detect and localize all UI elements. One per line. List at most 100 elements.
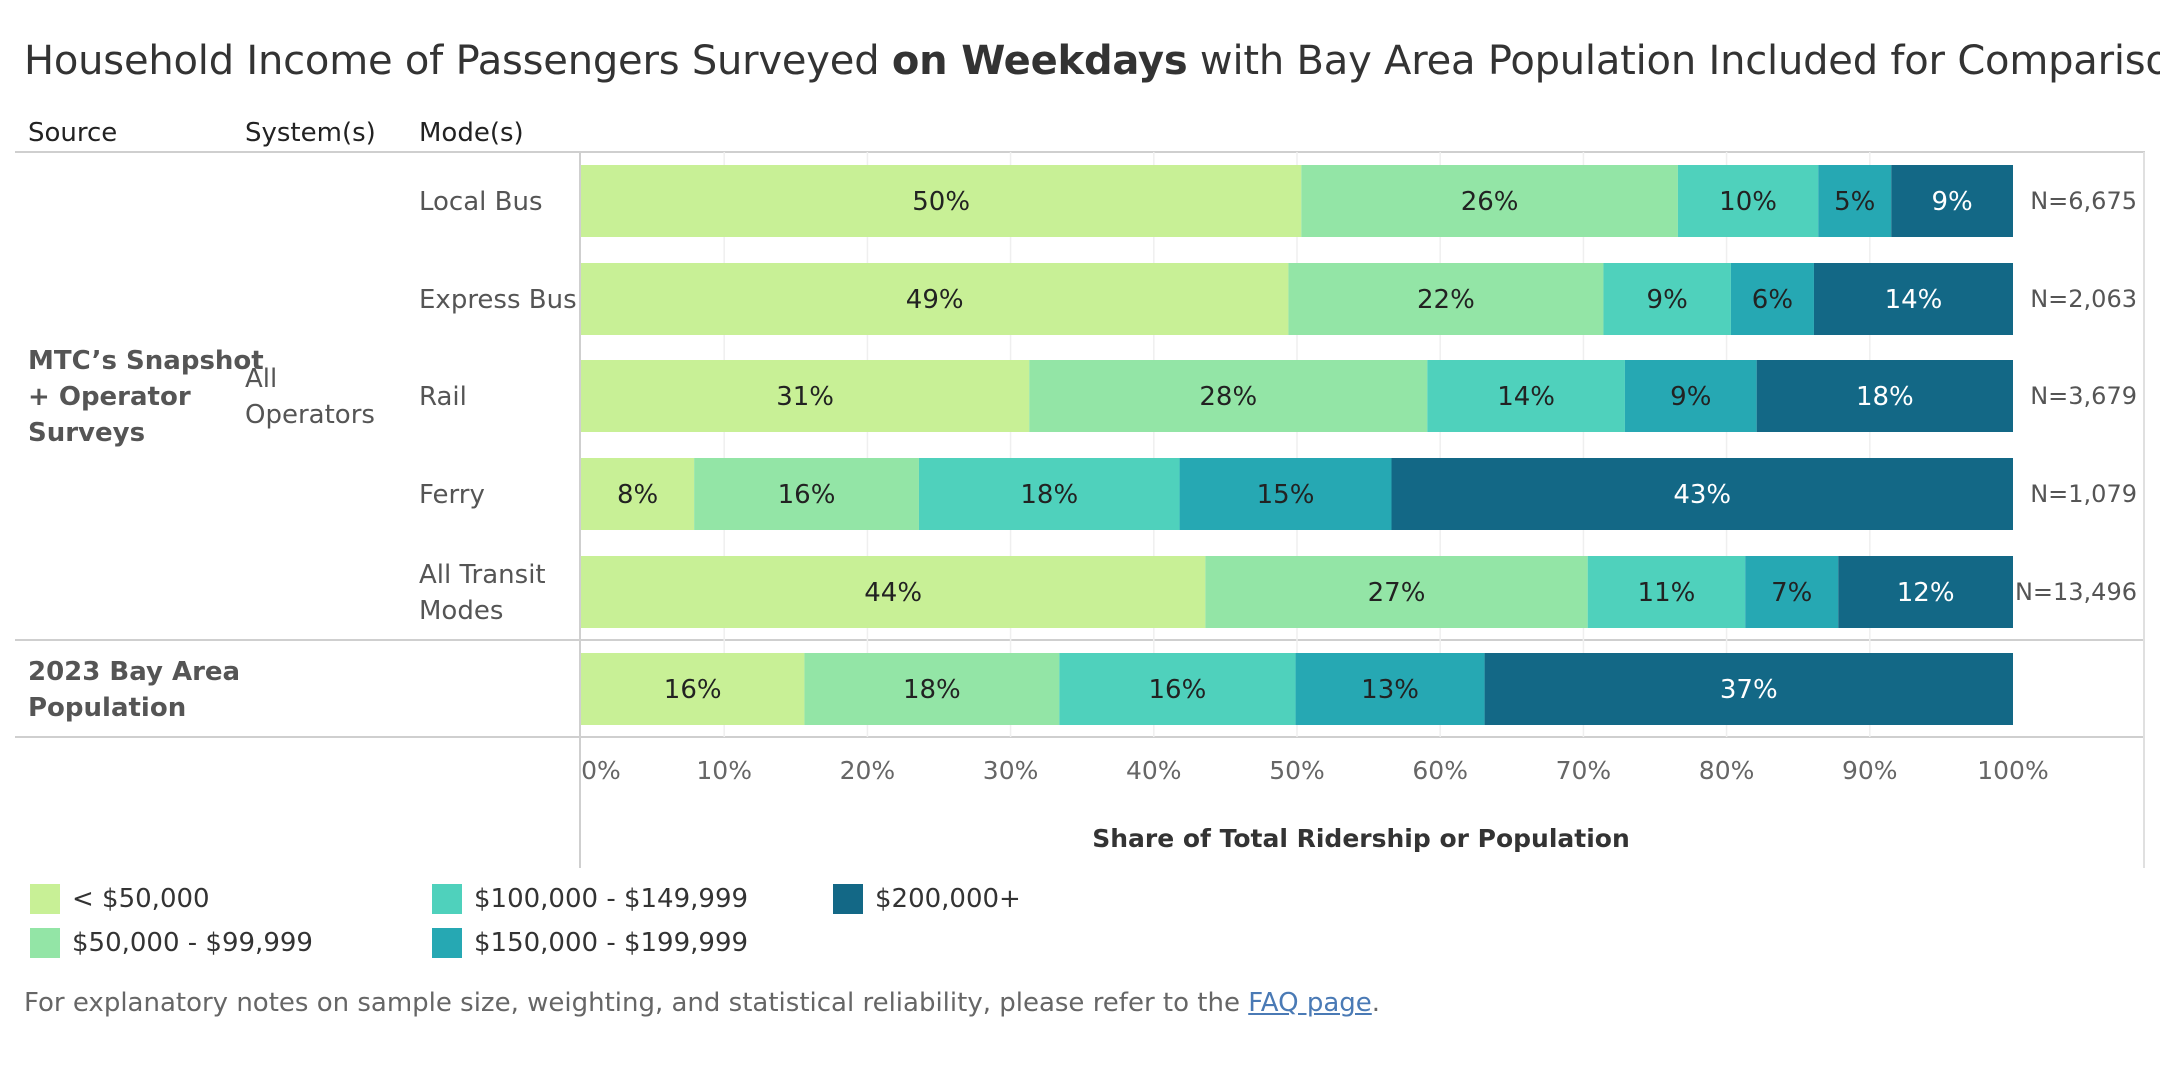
system-label: All <box>245 364 277 394</box>
bar-data-label: 16% <box>778 480 836 510</box>
mode-label: Rail <box>419 382 467 412</box>
bar-data-label: 9% <box>1932 187 1973 217</box>
bar-data-label: 12% <box>1897 578 1955 608</box>
legend-label: $200,000+ <box>875 884 1021 914</box>
legend-item: $200,000+ <box>833 884 1021 914</box>
footnote-text: For explanatory notes on sample size, we… <box>24 988 1249 1018</box>
bar-data-label: 8% <box>617 480 658 510</box>
x-tick-label: 60% <box>1412 756 1468 785</box>
bar-segment <box>1288 263 1604 335</box>
header-systems: System(s) <box>245 118 376 148</box>
bar-segment <box>581 263 1289 335</box>
bar-data-label: 44% <box>864 578 922 608</box>
title-suffix: with Bay Area Population Included for Co… <box>1187 38 2160 84</box>
system-label: Operators <box>245 400 375 430</box>
bar-segment <box>1730 263 1814 335</box>
bar-data-label: 18% <box>1020 480 1078 510</box>
legend-item: $100,000 - $149,999 <box>432 884 748 914</box>
bar-segment <box>694 458 919 530</box>
header-modes: Mode(s) <box>419 118 524 148</box>
legend-item: $50,000 - $99,999 <box>30 928 313 958</box>
chart-title: Household Income of Passengers Surveyed … <box>24 38 2160 84</box>
bar-segment <box>1301 165 1678 237</box>
bar-segment <box>1587 556 1746 628</box>
legend-swatch <box>432 884 462 914</box>
bar-data-label: 31% <box>776 382 834 412</box>
x-tick-label: 70% <box>1556 756 1612 785</box>
x-axis-title: Share of Total Ridership or Population <box>1092 824 1630 853</box>
legend-label: $150,000 - $199,999 <box>474 928 749 958</box>
sample-size-label: N=3,679 <box>2030 382 2137 410</box>
x-tick-label: 80% <box>1699 756 1755 785</box>
bar-segment <box>1427 360 1625 432</box>
bar-data-label: 22% <box>1417 285 1475 315</box>
bar-segment <box>918 458 1180 530</box>
bar-segment <box>1029 360 1428 432</box>
mode-label: Modes <box>419 596 503 626</box>
bar-segment <box>1059 653 1296 725</box>
bar-segment <box>1756 360 2013 432</box>
bar-segment <box>581 458 695 530</box>
source-label: Surveys <box>28 418 145 448</box>
bar-data-label: 43% <box>1673 480 1731 510</box>
bar-data-label: 9% <box>1647 285 1688 315</box>
bar-data-label: 14% <box>1497 382 1555 412</box>
bar-segment <box>581 360 1030 432</box>
bar-data-label: 10% <box>1719 187 1777 217</box>
header-source: Source <box>28 118 118 148</box>
bar-segment <box>1818 165 1892 237</box>
bar-segment <box>804 653 1060 725</box>
bar-segment <box>581 165 1302 237</box>
bar-data-label: 9% <box>1670 382 1711 412</box>
x-tick-label: 20% <box>840 756 896 785</box>
source-label: MTC’s Snapshot <box>28 346 264 376</box>
bar-data-label: 15% <box>1257 480 1315 510</box>
title-bold: on Weekdays <box>891 38 1188 84</box>
bar-segment <box>1484 653 2013 725</box>
legend-swatch <box>30 884 60 914</box>
legend: < $50,000 $50,000 - $99,999 $100,000 - $14… <box>30 884 1130 984</box>
mode-label: Express Bus <box>419 285 577 315</box>
bar-data-label: 5% <box>1834 187 1875 217</box>
sample-size-label: N=6,675 <box>2030 187 2137 215</box>
legend-item: < $50,000 <box>30 884 210 914</box>
footnote-end: . <box>1371 988 1381 1018</box>
bar-segment <box>1891 165 2013 237</box>
bar-data-label: 6% <box>1752 285 1793 315</box>
bar-data-label: 18% <box>903 675 961 705</box>
legend-label: $100,000 - $149,999 <box>474 884 749 914</box>
x-tick-label: 10% <box>696 756 752 785</box>
source-label: 2023 Bay Area <box>28 657 240 687</box>
bar-data-label: 37% <box>1720 675 1778 705</box>
title-prefix: Household Income of Passengers Surveyed <box>24 38 892 84</box>
bar-segment <box>1205 556 1588 628</box>
bar-data-label: 11% <box>1638 578 1696 608</box>
x-tick-label: 0% <box>581 756 621 785</box>
source-label: + Operator <box>28 382 191 412</box>
footnote: For explanatory notes on sample size, we… <box>24 988 1380 1018</box>
bar-segment <box>1391 458 2013 530</box>
bar-data-label: 28% <box>1199 382 1257 412</box>
sample-size-label: N=2,063 <box>2030 285 2137 313</box>
bar-data-label: 18% <box>1856 382 1914 412</box>
source-label: Population <box>28 693 186 723</box>
bar-data-label: 16% <box>664 675 722 705</box>
bar-data-label: 27% <box>1368 578 1426 608</box>
bar-segment <box>1838 556 2013 628</box>
bar-segment <box>581 653 805 725</box>
sample-size-label: N=13,496 <box>2015 578 2137 606</box>
bar-data-label: 50% <box>912 187 970 217</box>
bar-data-label: 49% <box>906 285 964 315</box>
bar-segment <box>1745 556 1839 628</box>
bar-data-label: 26% <box>1461 187 1519 217</box>
faq-link[interactable]: FAQ page <box>1248 988 1372 1018</box>
bar-segment <box>1624 360 1757 432</box>
bar-segment <box>1295 653 1485 725</box>
bar-data-label: 7% <box>1771 578 1812 608</box>
legend-label: < $50,000 <box>72 884 210 914</box>
mode-label: All Transit <box>419 560 546 590</box>
bar-segment <box>581 556 1206 628</box>
mode-label: Ferry <box>419 480 485 510</box>
sample-size-label: N=1,079 <box>2030 480 2137 508</box>
legend-swatch <box>432 928 462 958</box>
